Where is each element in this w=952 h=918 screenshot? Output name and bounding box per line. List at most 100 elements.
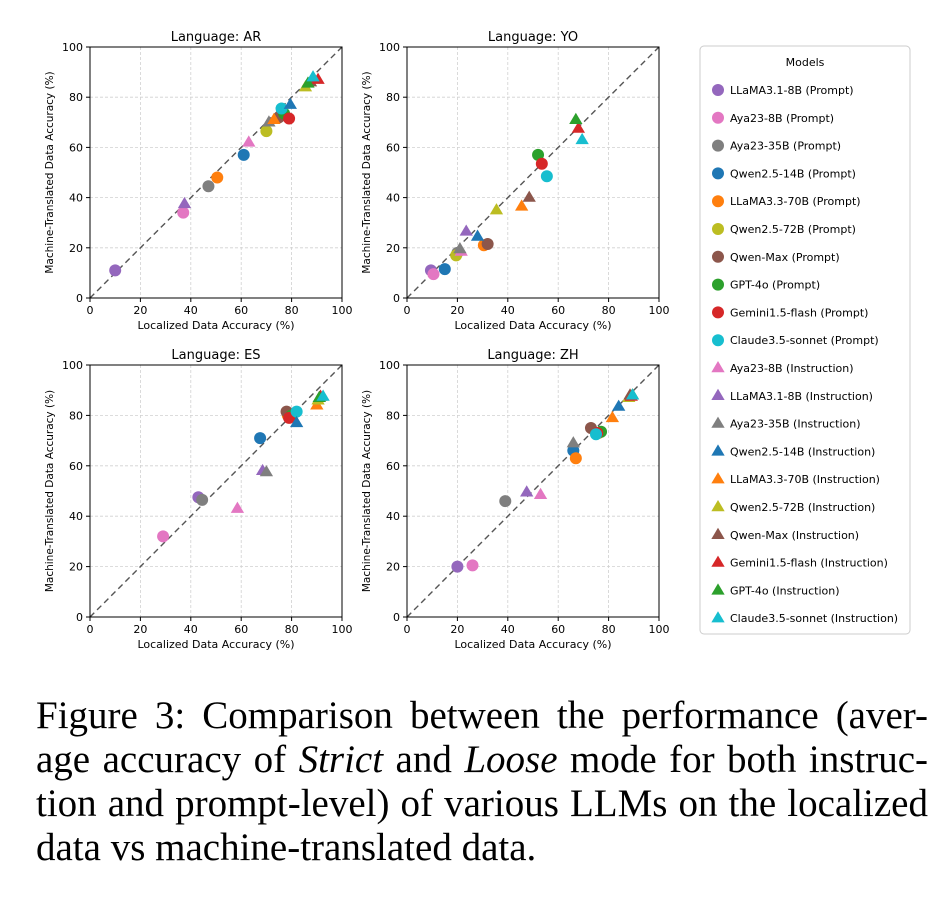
legend-marker — [711, 555, 725, 567]
point-qwen-max-prompt — [481, 238, 494, 251]
legend-item: LLaMA3.3-70B (Prompt) — [712, 195, 861, 208]
legend-marker — [712, 278, 724, 291]
point-gpt-4o-instruction — [301, 76, 315, 88]
x-tick-label: 40 — [501, 304, 515, 317]
panel-languagezh: 0 20 40 60 80 100 0 20 40 60 80 100 Language: ZH Loca… — [361, 348, 670, 651]
x-tick-label: 60 — [234, 304, 248, 317]
legend-label: LLaMA3.3-70B (Prompt) — [730, 195, 861, 208]
legend-item: LLaMA3.3-70B (Instruction) — [711, 472, 880, 486]
legend-label: Qwen2.5-72B (Prompt) — [730, 223, 856, 236]
panel-languageyo: 0 20 40 60 80 100 0 20 40 60 80 100 Language: YO Loca… — [361, 30, 670, 332]
point-qwen2-5-14b-instruction — [470, 229, 485, 241]
x-axis-label: Localized Data Accuracy (%) — [454, 319, 611, 332]
x-tick-label: 80 — [602, 623, 616, 636]
point-aya23-8b-instruction — [230, 501, 245, 513]
legend-marker — [711, 472, 725, 484]
point-llama3-3-70b-instruction — [605, 410, 620, 423]
legend-marker — [712, 111, 724, 124]
legend-marker — [712, 334, 724, 347]
plot-frame — [406, 46, 660, 299]
point-aya23-35b-prompt — [196, 493, 209, 506]
legend-item: Qwen2.5-72B (Instruction) — [711, 500, 875, 514]
point-qwen2-5-72b-prompt — [260, 125, 273, 138]
y-tick-label: 20 — [386, 561, 400, 574]
legend: Models LLaMA3.1-8B (Prompt) Aya23-8B (Prom… — [699, 45, 911, 635]
panel-title: Language: ES — [171, 348, 260, 363]
legend-item: Aya23-35B (Instruction) — [711, 416, 861, 431]
legend-label: Claude3.5-sonnet (Instruction) — [730, 612, 898, 625]
point-aya23-8b-instruction — [242, 135, 256, 147]
x-tick-label: 40 — [184, 304, 198, 317]
point-claude3-5-sonnet-prompt — [290, 405, 303, 418]
panel-languagees: 0 20 40 60 80 100 0 20 40 60 80 100 Language: ES Loca… — [44, 348, 353, 651]
legend-marker — [712, 84, 724, 96]
point-llama3-1-8b-prompt — [109, 264, 122, 277]
y-tick-label: 100 — [62, 41, 83, 54]
y-tick-label: 60 — [386, 141, 400, 154]
legend-frame — [699, 45, 911, 635]
point-aya23-8b-prompt — [466, 559, 479, 572]
legend-item: Qwen2.5-14B (Instruction) — [711, 444, 875, 458]
x-tick-label: 60 — [551, 304, 565, 317]
legend-item: GPT-4o (Instruction) — [711, 583, 840, 597]
plot-frame — [406, 364, 660, 618]
point-aya23-8b-prompt — [177, 206, 190, 219]
y-tick-label: 80 — [386, 409, 400, 422]
x-tick-label: 60 — [551, 623, 565, 636]
legend-title: Models — [786, 56, 825, 69]
diagonal-reference-line — [406, 364, 660, 618]
figure: 0 20 40 60 80 100 0 20 40 60 80 100 Language: AR Loca… — [44, 30, 911, 651]
point-gemini1-5-flash-instruction — [571, 121, 586, 133]
legend-label: Qwen-Max (Instruction) — [730, 529, 859, 542]
legend-label: Claude3.5-sonnet (Prompt) — [730, 334, 879, 347]
x-tick-label: 60 — [234, 623, 248, 636]
legend-marker — [712, 250, 724, 263]
legend-marker — [712, 306, 724, 319]
legend-label: Gemini1.5-flash (Prompt) — [730, 306, 868, 319]
legend-item: Claude3.5-sonnet (Prompt) — [712, 334, 879, 347]
legend-label: LLaMA3.3-70B (Instruction) — [730, 473, 880, 486]
legend-marker — [712, 167, 724, 180]
panel-languagear: 0 20 40 60 80 100 0 20 40 60 80 100 Language: AR Loca… — [44, 30, 353, 332]
point-claude3-5-sonnet-prompt — [275, 102, 288, 115]
x-tick-label: 40 — [501, 623, 515, 636]
point-llama3-3-70b-prompt — [569, 452, 582, 465]
y-tick-label: 40 — [386, 192, 400, 205]
y-tick-label: 80 — [69, 409, 83, 422]
legend-item: Qwen2.5-14B (Prompt) — [712, 167, 856, 180]
caption-loose: Loose — [464, 738, 558, 781]
y-tick-label: 100 — [379, 359, 400, 372]
legend-item: Qwen2.5-72B (Prompt) — [712, 223, 856, 236]
y-tick-label: 40 — [386, 510, 400, 523]
point-qwen2-5-14b-prompt — [438, 263, 451, 276]
legend-item: Gemini1.5-flash (Prompt) — [712, 306, 868, 319]
y-tick-label: 60 — [69, 460, 83, 473]
y-tick-label: 0 — [76, 611, 83, 624]
x-axis-label: Localized Data Accuracy (%) — [454, 638, 611, 651]
x-tick-label: 20 — [450, 304, 464, 317]
y-axis-label: Machine-Translated Data Accuracy (%) — [361, 71, 373, 273]
y-axis-label: Machine-Translated Data Accuracy (%) — [44, 71, 56, 273]
point-claude3-5-sonnet-prompt — [590, 428, 602, 441]
caption-text-2: and — [383, 738, 465, 781]
x-axis-label: Localized Data Accuracy (%) — [137, 638, 294, 651]
point-gemini1-5-flash-prompt — [535, 157, 548, 170]
panel-title: Language: YO — [488, 30, 578, 45]
point-llama3-1-8b-instruction — [459, 224, 473, 236]
caption-text-3: mode for both instruc-tion and prompt-le… — [36, 738, 928, 869]
x-axis-label: Localized Data Accuracy (%) — [137, 319, 294, 332]
point-claude3-5-sonnet-instruction — [316, 389, 330, 401]
legend-item: Qwen-Max (Instruction) — [711, 527, 859, 542]
point-claude3-5-sonnet-instruction — [625, 388, 640, 400]
y-tick-label: 100 — [379, 41, 400, 54]
legend-item: Qwen-Max (Prompt) — [712, 250, 840, 264]
caption-text-1: Figure 3: Comparison between the perform… — [36, 694, 928, 781]
legend-label: Aya23-8B (Prompt) — [730, 112, 834, 125]
point-aya23-8b-prompt — [427, 268, 440, 281]
legend-item: LLaMA3.1-8B (Instruction) — [711, 388, 873, 403]
point-aya23-8b-prompt — [157, 530, 170, 543]
x-tick-label: 40 — [184, 623, 198, 636]
y-tick-label: 20 — [69, 561, 83, 574]
legend-item: GPT-4o (Prompt) — [712, 278, 820, 292]
x-tick-label: 80 — [285, 304, 299, 317]
